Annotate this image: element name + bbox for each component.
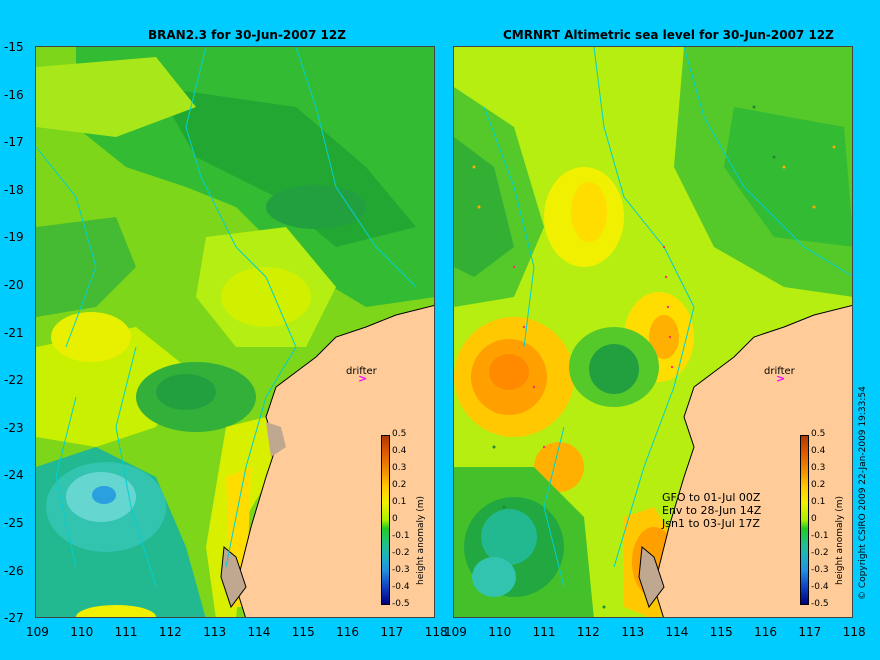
colorbar-tick-label: 0.3 xyxy=(392,463,407,473)
x-axis-label: 114 xyxy=(665,625,689,639)
left-panel-title: BRAN2.3 for 30-Jun-2007 12Z xyxy=(148,28,346,42)
left-colorbar-title: height anomaly (m) xyxy=(416,495,426,585)
colorbar-tick-label: -0.4 xyxy=(811,582,829,592)
left-drifter-marker-icon: > xyxy=(358,372,368,385)
y-axis-label: -27 xyxy=(4,611,24,626)
y-axis-label: -18 xyxy=(4,182,24,197)
legend-env: Env to 28-Jun 14Z xyxy=(662,504,762,517)
x-axis-label: 117 xyxy=(798,625,822,639)
y-axis-label: -20 xyxy=(4,278,24,292)
colorbar-tick-label: -0.4 xyxy=(392,582,410,592)
right-drifter-label: drifter xyxy=(764,366,795,377)
x-axis-label: 111 xyxy=(114,625,138,639)
colorbar-tick-label: 0.2 xyxy=(392,480,407,490)
colorbar-tick-label: -0.2 xyxy=(811,548,829,558)
y-axis-label: -21 xyxy=(4,325,24,340)
x-axis-label: 112 xyxy=(576,625,600,639)
colorbar-tick-label: -0.2 xyxy=(392,548,410,558)
colorbar-tick-label: 0.1 xyxy=(811,497,826,507)
x-axis-label: 116 xyxy=(336,625,359,639)
colorbar-tick-label: 0.2 xyxy=(811,480,826,490)
right-panel-title: CMRNRT Altimetric sea level for 30-Jun-2… xyxy=(503,28,834,42)
colorbar-tick-label: 0.5 xyxy=(811,429,826,439)
colorbar-tick-label: -0.1 xyxy=(811,531,829,541)
x-axis-label: 118 xyxy=(424,625,448,639)
x-axis-label: 110 xyxy=(488,625,512,639)
legend-jsn1: Jsn1 to 03-Jul 17Z xyxy=(662,517,760,530)
right-drifter-marker-icon: > xyxy=(776,372,786,385)
legend-gfo: GFO to 01-Jul 00Z xyxy=(662,491,761,504)
x-axis-label: 109 xyxy=(444,625,467,639)
x-axis-label: 113 xyxy=(203,625,227,639)
x-axis-label: 109 xyxy=(26,625,49,639)
right-map-panel xyxy=(453,46,853,618)
x-axis-label: 114 xyxy=(247,625,271,639)
left-map-panel xyxy=(35,46,435,618)
y-axis-label: -19 xyxy=(4,230,24,245)
copyright-text: © Copyright CSIRO 2009 22-Jan-2009 19:33… xyxy=(858,386,868,600)
x-axis-label: 113 xyxy=(621,625,645,639)
x-axis-label: 118 xyxy=(842,625,866,639)
x-axis-label: 116 xyxy=(754,625,777,639)
x-axis-label: 115 xyxy=(709,625,733,639)
left-colorbar xyxy=(381,435,390,605)
colorbar-tick-label: 0.4 xyxy=(811,446,826,456)
y-axis-label: -23 xyxy=(4,420,24,435)
colorbar-tick-label: -0.3 xyxy=(392,565,410,575)
left-drifter-label: drifter xyxy=(346,366,377,377)
colorbar-tick-label: -0.1 xyxy=(392,531,410,541)
colorbar-tick-label: -0.5 xyxy=(392,599,410,609)
colorbar-tick-label: 0.4 xyxy=(392,446,407,456)
y-axis-label: -15 xyxy=(4,40,24,54)
y-axis-label: -16 xyxy=(4,87,24,102)
left-map-graphic xyxy=(36,47,434,617)
colorbar-tick-label: -0.3 xyxy=(811,565,829,575)
x-axis-label: 115 xyxy=(291,625,315,639)
colorbar-tick-label: 0.3 xyxy=(811,463,826,473)
y-axis-label: -22 xyxy=(4,373,24,388)
x-axis-label: 112 xyxy=(158,625,182,639)
x-axis-label: 110 xyxy=(70,625,94,639)
y-axis-label: -17 xyxy=(4,135,24,150)
colorbar-tick-label: 0 xyxy=(392,514,398,524)
colorbar-tick-label: -0.5 xyxy=(811,599,829,609)
colorbar-tick-label: 0 xyxy=(811,514,817,524)
y-axis-label: -26 xyxy=(4,563,24,578)
right-map-graphic xyxy=(454,47,852,617)
right-colorbar-title: height anomaly (m) xyxy=(835,495,845,585)
y-axis-label: -24 xyxy=(4,468,24,483)
right-colorbar xyxy=(800,435,809,605)
colorbar-tick-label: 0.1 xyxy=(392,497,407,507)
colorbar-tick-label: 0.5 xyxy=(392,429,407,439)
x-axis-label: 117 xyxy=(380,625,404,639)
x-axis-label: 111 xyxy=(532,625,556,639)
y-axis-label: -25 xyxy=(4,516,24,530)
